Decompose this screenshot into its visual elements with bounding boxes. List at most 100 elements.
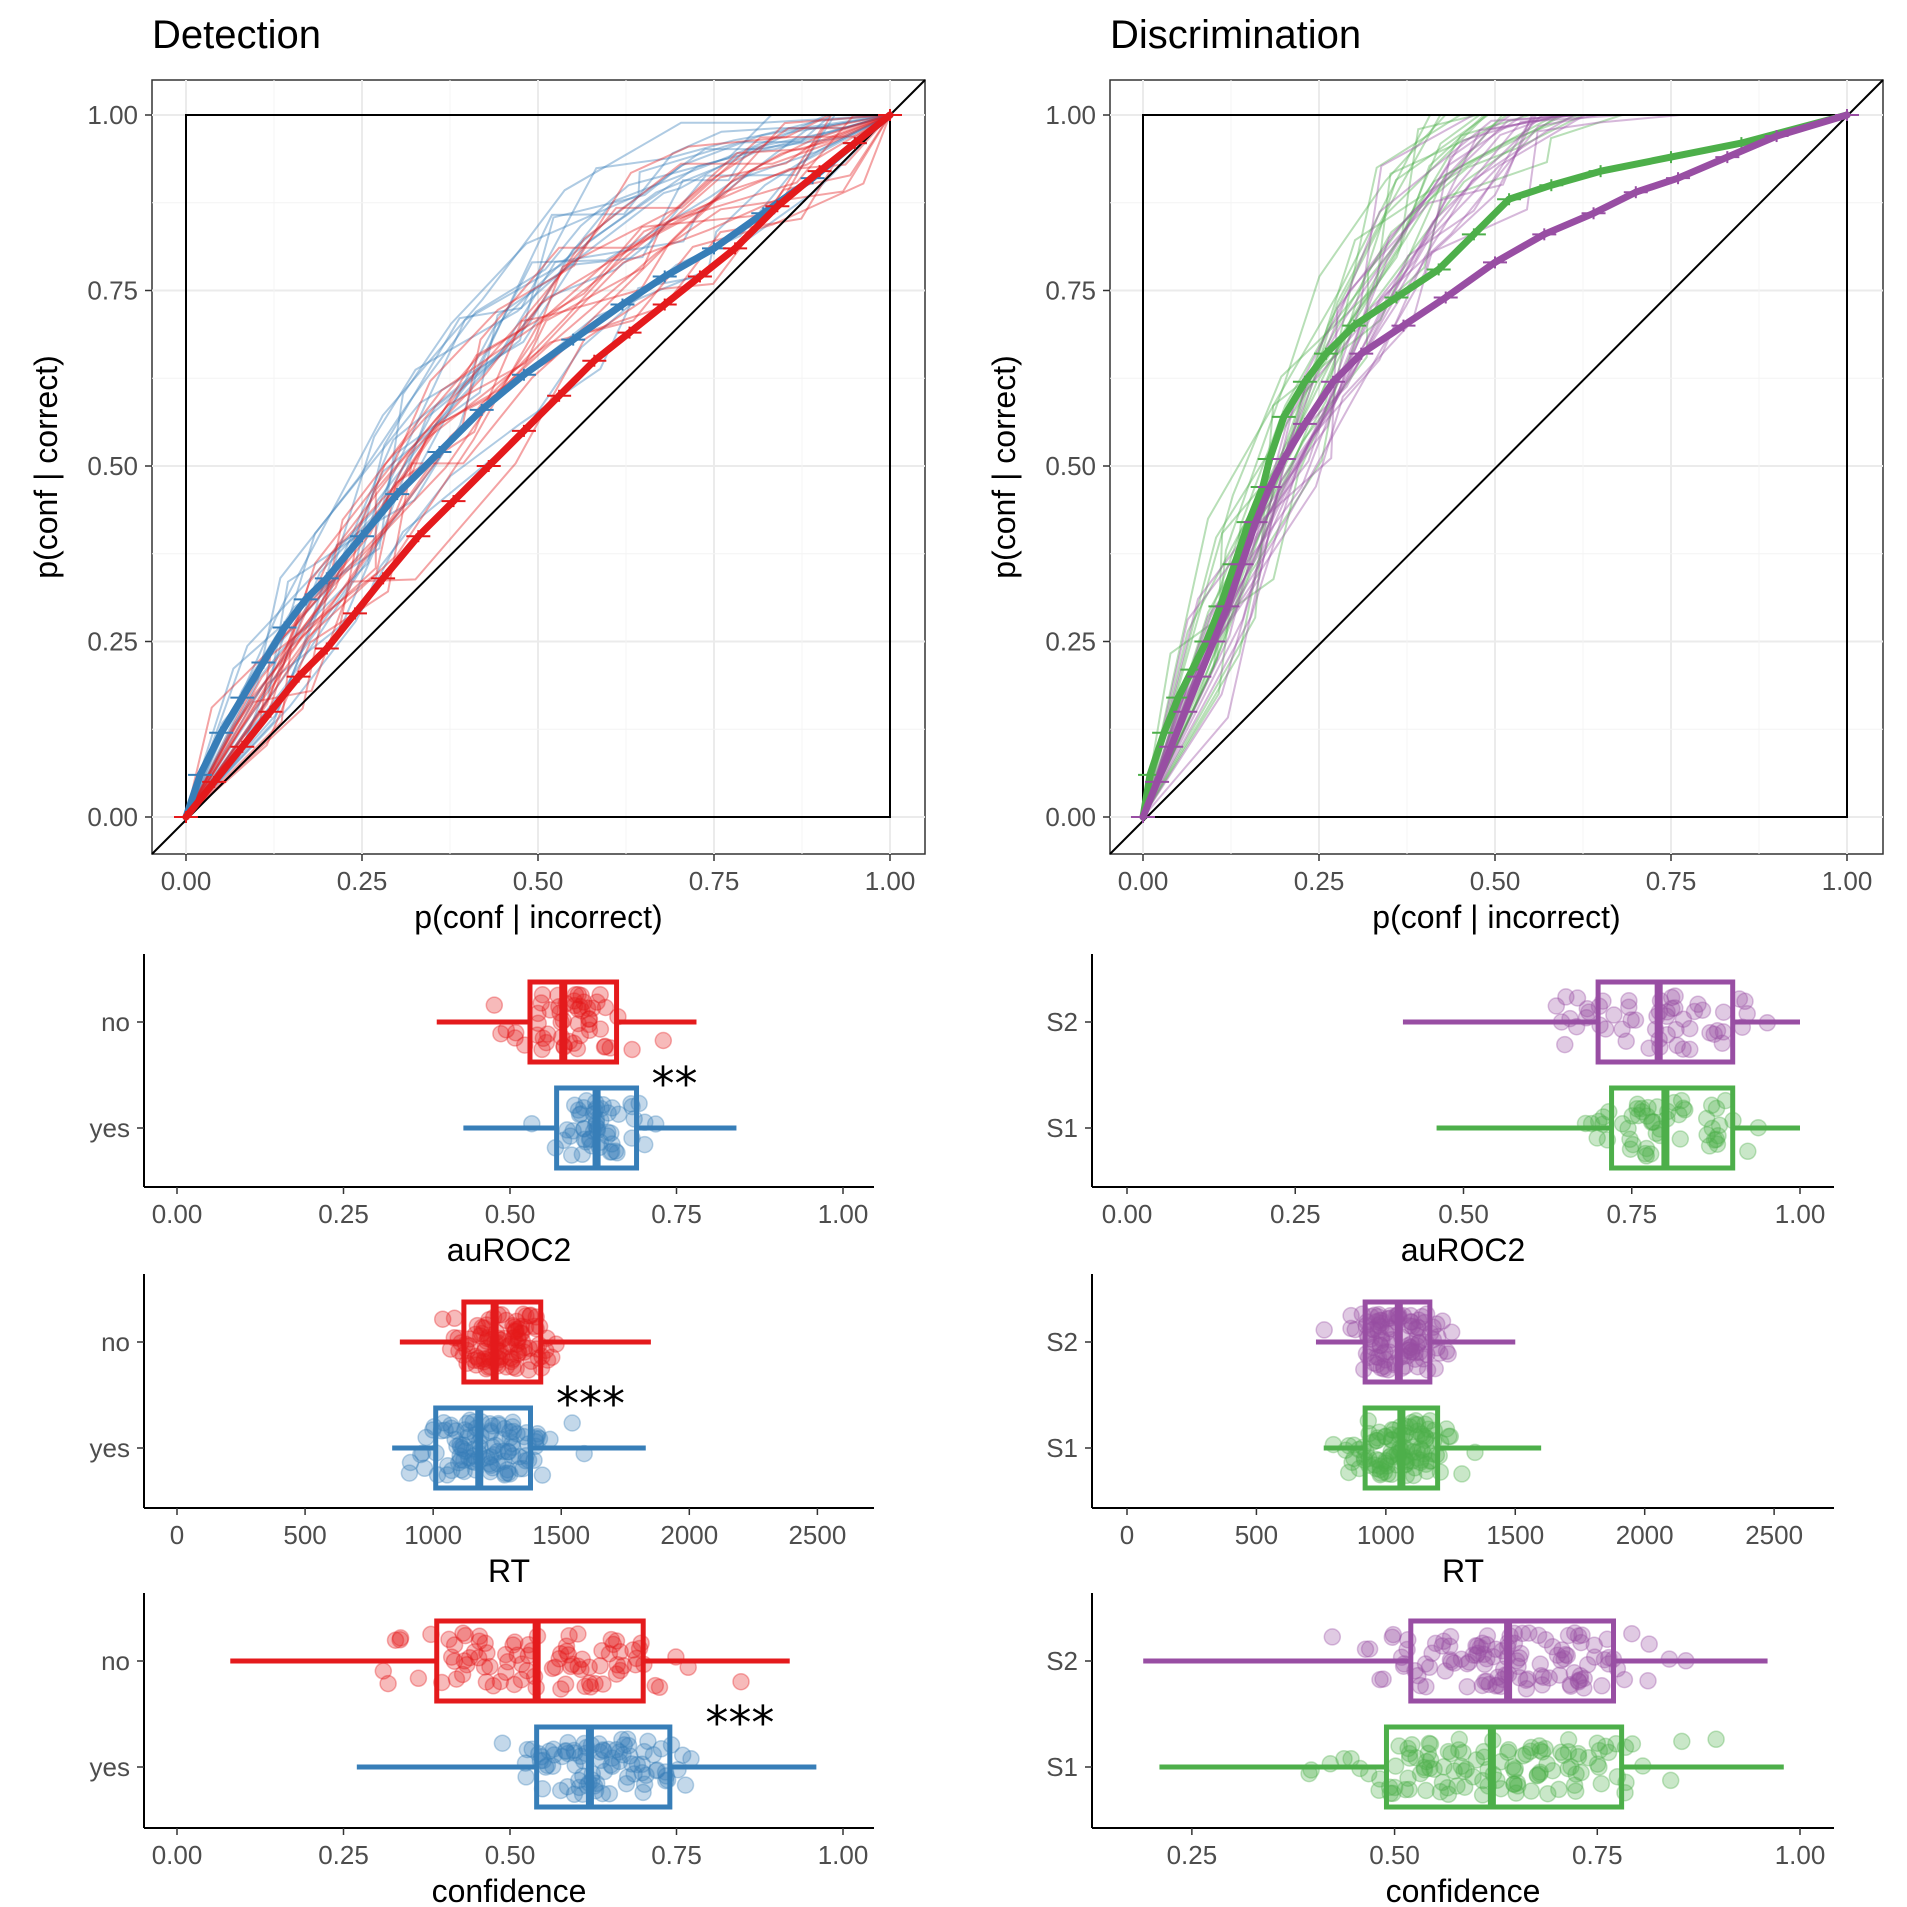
data-point-S1 [1419, 1744, 1438, 1763]
data-point-yes [625, 1765, 643, 1783]
participant-roc-trace [185, 114, 891, 818]
data-point-yes [623, 1755, 641, 1773]
data-point-S1 [1539, 1784, 1557, 1803]
data-point-S2 [1441, 1627, 1460, 1646]
data-point-S2 [1469, 1644, 1487, 1663]
data-point-S1 [1407, 1748, 1425, 1767]
participant-roc-trace [185, 114, 891, 818]
data-point-S1 [1457, 1760, 1475, 1779]
data-point-no [374, 1662, 393, 1680]
data-point-yes [510, 1447, 529, 1466]
data-point-S1 [1438, 1779, 1457, 1797]
data-point-no [563, 1655, 582, 1674]
data-point-yes [575, 1130, 594, 1149]
data-point-no [508, 1646, 527, 1664]
data-point-yes [540, 1742, 558, 1760]
roc-point-S1 [1146, 771, 1154, 779]
data-point-S2 [1342, 1319, 1360, 1338]
data-point-S1 [1579, 1748, 1598, 1767]
x-tick-label: 0.75 [1572, 1840, 1623, 1870]
data-point-S1 [1339, 1463, 1358, 1482]
data-point-S2 [1681, 1019, 1699, 1038]
data-point-S2 [1517, 1671, 1535, 1689]
data-point-no [504, 1636, 522, 1654]
data-point-S2 [1484, 1647, 1502, 1666]
data-point-S1 [1302, 1761, 1320, 1779]
x-tick-label: 0.75 [1646, 866, 1697, 896]
data-point-yes [488, 1454, 507, 1473]
data-point-S1 [1739, 1142, 1757, 1161]
data-point-S2 [1377, 1324, 1395, 1342]
roc-point-S2 [1301, 420, 1309, 428]
data-point-yes [501, 1465, 519, 1483]
data-point-S2 [1410, 1333, 1428, 1352]
data-point-S2 [1408, 1318, 1427, 1336]
chance-diagonal [151, 79, 926, 855]
data-point-S2 [1369, 1322, 1387, 1340]
data-point-S2 [1529, 1626, 1548, 1645]
data-point-no [478, 1644, 496, 1662]
data-point-S1 [1415, 1760, 1434, 1779]
data-point-S1 [1642, 1113, 1661, 1132]
x-tick-label: 0.50 [1438, 1199, 1489, 1229]
data-point-no [496, 1645, 515, 1664]
data-point-no [614, 1657, 633, 1675]
data-point-S2 [1458, 1677, 1476, 1696]
data-point-S1 [1594, 1108, 1613, 1126]
data-point-no [508, 1335, 526, 1354]
y-tick-label: 0.00 [1045, 802, 1096, 832]
data-point-S2 [1557, 988, 1575, 1006]
data-point-S2 [1738, 1004, 1756, 1023]
data-point-yes [647, 1761, 666, 1780]
data-point-S2 [1434, 1632, 1453, 1651]
data-point-yes [644, 1746, 663, 1764]
data-point-no [504, 1316, 522, 1335]
data-point-S1 [1528, 1766, 1547, 1785]
data-point-S1 [1619, 1119, 1637, 1138]
data-point-no [580, 1015, 598, 1034]
data-point-S2 [1369, 1316, 1388, 1335]
data-point-S2 [1372, 1311, 1391, 1330]
roc-point-no [886, 111, 894, 119]
data-point-S1 [1371, 1460, 1390, 1479]
participant-roc-trace [185, 114, 891, 818]
data-point-yes [559, 1733, 577, 1752]
significance-marker: *** [556, 1377, 625, 1431]
participant-roc-trace [185, 114, 891, 818]
group-label-yes: yes [90, 1752, 130, 1782]
data-point-S1 [1407, 1449, 1426, 1468]
data-point-yes [603, 1099, 621, 1117]
data-point-S2 [1342, 1306, 1360, 1325]
data-point-S1 [1413, 1441, 1431, 1459]
data-point-S1 [1624, 1135, 1642, 1154]
data-point-S2 [1478, 1649, 1496, 1668]
data-point-no [512, 1670, 531, 1689]
x-tick-label: 0.25 [337, 866, 388, 896]
data-point-no [595, 1038, 614, 1056]
group-label-S2: S2 [1046, 1327, 1078, 1357]
data-point-S1 [1371, 1464, 1390, 1482]
data-point-yes [575, 1119, 593, 1138]
data-point-S2 [1408, 1357, 1427, 1376]
data-point-S1 [1543, 1761, 1562, 1780]
data-point-yes [499, 1442, 517, 1461]
data-point-S2 [1572, 1633, 1590, 1652]
data-point-S2 [1423, 1644, 1441, 1663]
data-point-S2 [1369, 1348, 1388, 1367]
participant-roc-trace [185, 114, 891, 818]
data-point-yes [635, 1775, 654, 1794]
data-point-S1 [1590, 1741, 1609, 1760]
data-point-S2 [1433, 1637, 1451, 1655]
data-point-S2 [1437, 1342, 1456, 1361]
data-point-S2 [1365, 1306, 1384, 1325]
data-point-S1 [1376, 1427, 1395, 1446]
data-point-no [534, 1029, 553, 1048]
data-point-S1 [1445, 1762, 1463, 1780]
data-point-S2 [1620, 992, 1638, 1010]
data-point-S1 [1703, 1119, 1722, 1138]
data-point-S1 [1674, 1099, 1693, 1117]
data-point-S2 [1639, 1672, 1657, 1690]
x-tick-label: 2500 [788, 1520, 846, 1550]
data-point-no [386, 1631, 405, 1649]
data-point-no [604, 1635, 623, 1654]
